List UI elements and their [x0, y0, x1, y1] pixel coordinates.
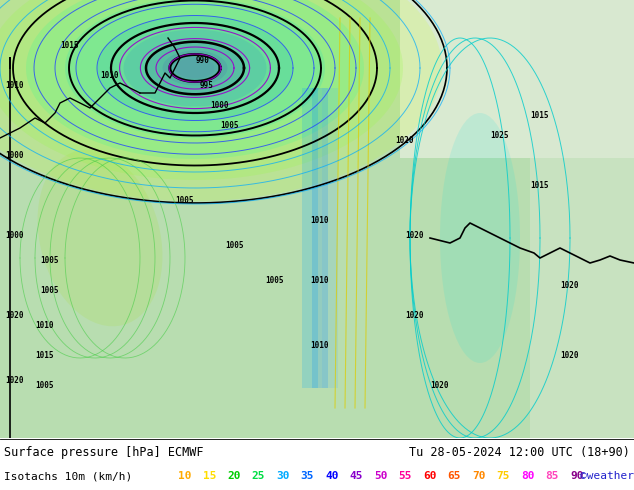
Text: Isotachs 10m (km/h): Isotachs 10m (km/h)	[4, 471, 133, 481]
Text: 1020: 1020	[405, 311, 424, 320]
Text: 1005: 1005	[225, 241, 243, 250]
Polygon shape	[146, 41, 244, 95]
Text: 1005: 1005	[265, 276, 283, 285]
Text: 25: 25	[252, 471, 265, 481]
Text: 1010: 1010	[310, 276, 328, 285]
Text: 1020: 1020	[560, 351, 578, 360]
Text: 45: 45	[349, 471, 363, 481]
Polygon shape	[65, 0, 325, 138]
Text: 1005: 1005	[175, 196, 193, 205]
Ellipse shape	[37, 149, 162, 326]
Text: 1010: 1010	[310, 341, 328, 350]
Text: 60: 60	[423, 471, 436, 481]
Text: 1020: 1020	[560, 281, 578, 290]
Text: 995: 995	[200, 81, 214, 90]
Bar	[530, 0, 634, 438]
Text: Surface pressure [hPa] ECMWF: Surface pressure [hPa] ECMWF	[4, 445, 204, 459]
Text: 1015: 1015	[530, 181, 548, 190]
Polygon shape	[162, 50, 228, 85]
Polygon shape	[26, 0, 364, 159]
Bar	[312, 88, 328, 388]
Text: 1020: 1020	[5, 376, 23, 385]
Text: Tu 28-05-2024 12:00 UTC (18+90): Tu 28-05-2024 12:00 UTC (18+90)	[409, 445, 630, 459]
Polygon shape	[98, 16, 292, 121]
Text: 1000: 1000	[5, 231, 23, 240]
Text: 40: 40	[325, 471, 339, 481]
Text: 1005: 1005	[35, 381, 53, 390]
Text: 10: 10	[178, 471, 191, 481]
Text: ©weatheronline.co.uk: ©weatheronline.co.uk	[580, 471, 634, 481]
Text: 1020: 1020	[395, 136, 413, 145]
Text: 65: 65	[448, 471, 461, 481]
Text: 30: 30	[276, 471, 290, 481]
Text: 1015: 1015	[530, 111, 548, 120]
Text: 85: 85	[545, 471, 559, 481]
Text: 1020: 1020	[5, 311, 23, 320]
Text: 75: 75	[496, 471, 510, 481]
Text: 1005: 1005	[40, 256, 58, 265]
Text: 55: 55	[399, 471, 412, 481]
Bar	[322, 88, 338, 388]
Polygon shape	[400, 0, 634, 158]
Text: 1025: 1025	[490, 131, 508, 140]
Text: 50: 50	[374, 471, 387, 481]
Text: 1010: 1010	[35, 321, 53, 330]
Text: 1000: 1000	[5, 151, 23, 160]
Text: 1010: 1010	[100, 71, 119, 80]
Text: 80: 80	[521, 471, 534, 481]
Polygon shape	[0, 0, 403, 180]
Text: 70: 70	[472, 471, 486, 481]
Text: 1005: 1005	[40, 286, 58, 295]
Text: 990: 990	[196, 56, 210, 65]
Text: 1000: 1000	[210, 101, 228, 110]
Text: 1020: 1020	[405, 231, 424, 240]
Text: 1020: 1020	[430, 381, 448, 390]
Polygon shape	[124, 29, 266, 106]
Ellipse shape	[440, 113, 520, 363]
Text: 20: 20	[227, 471, 240, 481]
Text: 90: 90	[570, 471, 583, 481]
Text: 1010: 1010	[5, 81, 23, 90]
Polygon shape	[176, 57, 214, 78]
Text: 1010: 1010	[310, 216, 328, 225]
Bar	[302, 88, 318, 388]
Polygon shape	[0, 0, 442, 201]
Text: 35: 35	[301, 471, 314, 481]
Text: 1015: 1015	[60, 41, 79, 50]
Text: 15: 15	[202, 471, 216, 481]
Text: 1005: 1005	[220, 121, 238, 130]
Text: 1015: 1015	[35, 351, 53, 360]
